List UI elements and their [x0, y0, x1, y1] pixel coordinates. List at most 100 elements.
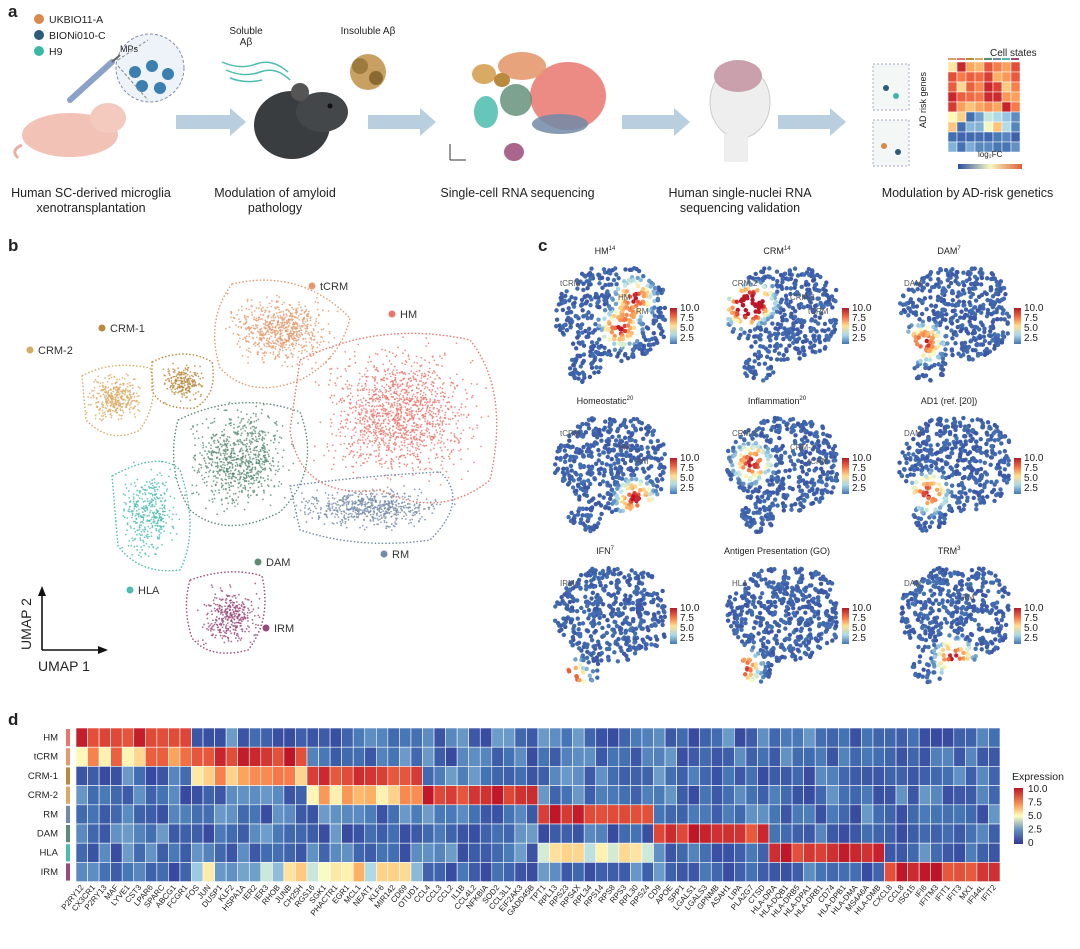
heatmap-cell — [572, 785, 585, 806]
risk-cell — [965, 131, 976, 143]
risk-cell — [974, 101, 985, 113]
heatmap-cell — [145, 862, 158, 882]
scale-tick: 7.5 — [680, 613, 694, 624]
heatmap-cell — [283, 842, 296, 863]
heatmap-cell — [191, 746, 204, 767]
heatmap-cell — [676, 842, 689, 863]
heatmap-cell — [260, 746, 273, 767]
risk-cell — [1010, 71, 1021, 83]
heatmap-cell — [121, 804, 135, 825]
heatmap-cell — [468, 785, 481, 806]
heatmap-cell — [849, 766, 862, 786]
heatmap-cell — [283, 746, 296, 767]
ad-risk-heatmap — [947, 58, 1021, 153]
heatmap-cell — [191, 842, 204, 863]
heatmap-cell — [791, 862, 804, 882]
heatmap-cell — [318, 785, 331, 806]
heatmap-cell — [826, 727, 839, 748]
heatmap-cell — [537, 804, 550, 825]
risk-cell — [974, 111, 985, 123]
heatmap-legend-tick: 5.0 — [1028, 811, 1042, 822]
heatmap-cell — [375, 727, 389, 748]
heatmap-cell — [653, 804, 666, 825]
heatmap-cell — [572, 766, 585, 786]
heatmap-cell — [837, 823, 851, 844]
heatmap-cell — [549, 842, 562, 863]
heatmap-cell — [468, 823, 481, 844]
heatmap-cell — [526, 746, 539, 767]
risk-cell — [1001, 101, 1012, 113]
cluster-label-crm-1: CRM-1 — [110, 323, 145, 335]
heatmap-cell — [491, 842, 504, 863]
heatmap-cell — [641, 785, 654, 806]
feature-plot-title: HM14 — [594, 246, 616, 256]
heatmap-cell — [468, 766, 481, 786]
heatmap-cell — [479, 766, 493, 786]
heatmap-cell — [295, 862, 308, 882]
heatmap-cell — [710, 804, 724, 825]
heatmap-cell — [260, 766, 273, 786]
heatmap-cell — [965, 766, 978, 786]
heatmap-cell — [941, 862, 955, 882]
cluster-dot-icon — [126, 586, 134, 594]
heatmap-cell — [849, 746, 862, 767]
heatmap-cell — [676, 785, 689, 806]
heatmap-cell — [237, 804, 250, 825]
expression-heatmap: HMtCRMCRM-1CRM-2RMDAMHLAIRMP2RY12CX3CR1P… — [28, 727, 1064, 920]
heatmap-cell — [757, 766, 770, 786]
scale-tick: 5.0 — [852, 323, 866, 334]
ad-risk-label: AD risk genes — [918, 71, 928, 128]
heatmap-cell — [780, 785, 793, 806]
heatmap-cell — [410, 823, 423, 844]
cluster-label-hla: HLA — [138, 585, 160, 597]
heatmap-cell — [145, 727, 158, 748]
heatmap-cell — [641, 842, 654, 863]
heatmap-cell — [988, 785, 1001, 806]
heatmap-cell — [803, 862, 816, 882]
heatmap-cell — [861, 842, 874, 863]
heatmap-cell — [814, 727, 828, 748]
heatmap-cell — [410, 727, 423, 748]
heatmap-cell — [479, 746, 493, 767]
scale-tick: 7.5 — [852, 463, 866, 474]
state-color-tick — [948, 58, 956, 60]
heatmap-cell — [595, 727, 608, 748]
scale-tick: 2.5 — [1024, 483, 1038, 494]
heatmap-cell — [560, 746, 573, 767]
heatmap-cell — [699, 785, 712, 806]
heatmap-cell — [295, 785, 308, 806]
heatmap-cell — [110, 862, 123, 882]
feature-umap: DAM — [897, 266, 1012, 383]
heatmap-cell — [757, 727, 770, 748]
heatmap-cell — [399, 766, 412, 786]
heatmap-cell — [814, 746, 828, 767]
heatmap-cell — [872, 823, 885, 844]
heatmap-cell — [918, 766, 932, 786]
heatmap-cell — [329, 862, 342, 882]
heatmap-cell — [445, 746, 458, 767]
heatmap-cell — [791, 842, 804, 863]
scale-tick: 10.0 — [680, 453, 700, 464]
scale-tick: 5.0 — [1024, 323, 1038, 334]
heatmap-cell — [768, 746, 781, 767]
heatmap-cell — [791, 746, 804, 767]
heatmap-cell — [687, 746, 701, 767]
heatmap-cell — [225, 823, 238, 844]
scale-tick: 5.0 — [1024, 623, 1038, 634]
heatmap-cell — [722, 823, 735, 844]
risk-cell — [992, 121, 1003, 133]
heatmap-cell — [87, 842, 100, 863]
heatmap-cell — [468, 746, 481, 767]
risk-cell — [965, 121, 976, 133]
feature-umap: IRM — [552, 565, 668, 684]
heatmap-cell — [595, 823, 608, 844]
heatmap-cell — [918, 746, 932, 767]
heatmap-cell — [295, 727, 308, 748]
heatmap-cell — [664, 804, 677, 825]
heatmap-cell — [849, 862, 862, 882]
heatmap-cell — [191, 804, 204, 825]
heatmap-cell — [618, 862, 631, 882]
heatmap-cell — [722, 766, 735, 786]
heatmap-cell — [318, 766, 331, 786]
heatmap-cell — [953, 823, 966, 844]
